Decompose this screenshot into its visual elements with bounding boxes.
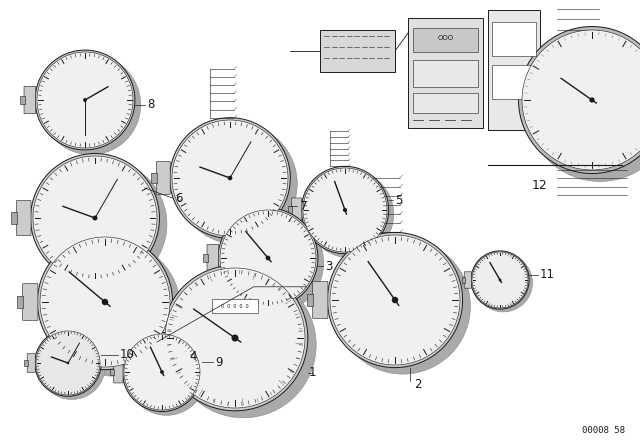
FancyBboxPatch shape	[292, 198, 302, 222]
Circle shape	[124, 334, 200, 410]
Circle shape	[266, 256, 270, 260]
Bar	[24, 360, 28, 366]
FancyBboxPatch shape	[320, 30, 395, 72]
Bar	[307, 294, 313, 306]
Circle shape	[301, 166, 388, 254]
FancyBboxPatch shape	[156, 162, 170, 194]
Ellipse shape	[518, 26, 640, 173]
Circle shape	[37, 52, 133, 148]
Text: 12: 12	[532, 179, 548, 192]
Bar	[140, 332, 147, 345]
Text: 4: 4	[189, 350, 197, 363]
Bar	[17, 296, 23, 308]
FancyBboxPatch shape	[488, 10, 540, 130]
Text: 00008 58: 00008 58	[582, 426, 625, 435]
Circle shape	[392, 297, 398, 303]
Circle shape	[122, 332, 202, 412]
Text: OOO: OOO	[437, 35, 454, 41]
Circle shape	[589, 97, 595, 103]
Circle shape	[474, 254, 532, 312]
Bar	[288, 206, 292, 214]
Circle shape	[172, 120, 288, 236]
FancyBboxPatch shape	[147, 318, 163, 358]
FancyBboxPatch shape	[22, 284, 38, 320]
Circle shape	[36, 331, 100, 395]
Circle shape	[40, 237, 170, 367]
Circle shape	[162, 265, 308, 411]
Circle shape	[160, 370, 164, 374]
Bar	[203, 254, 207, 263]
Circle shape	[165, 268, 305, 408]
Circle shape	[31, 154, 159, 283]
FancyBboxPatch shape	[413, 60, 478, 87]
Circle shape	[471, 251, 529, 309]
Bar	[20, 96, 24, 104]
Ellipse shape	[527, 34, 640, 181]
FancyBboxPatch shape	[413, 28, 478, 52]
Text: 0  0  0  0  0: 0 0 0 0 0	[221, 304, 249, 309]
Circle shape	[224, 213, 324, 313]
Circle shape	[220, 210, 316, 306]
Circle shape	[228, 176, 232, 180]
FancyBboxPatch shape	[114, 361, 123, 383]
FancyBboxPatch shape	[312, 282, 328, 319]
Circle shape	[472, 252, 528, 308]
Circle shape	[127, 336, 206, 415]
Bar	[151, 173, 157, 183]
Text: 9: 9	[215, 356, 223, 369]
Circle shape	[303, 168, 387, 252]
Circle shape	[328, 233, 463, 368]
Circle shape	[83, 98, 87, 102]
Circle shape	[67, 362, 69, 364]
Text: 3: 3	[326, 259, 333, 272]
Circle shape	[33, 156, 157, 280]
Circle shape	[102, 299, 108, 305]
Text: 5: 5	[396, 194, 403, 207]
Circle shape	[330, 235, 460, 365]
Circle shape	[35, 330, 101, 396]
FancyBboxPatch shape	[464, 272, 472, 288]
Circle shape	[335, 239, 470, 374]
Text: 6: 6	[175, 191, 183, 204]
Circle shape	[232, 335, 239, 341]
Circle shape	[170, 118, 291, 238]
Text: 10: 10	[119, 349, 134, 362]
Circle shape	[93, 215, 97, 220]
Circle shape	[41, 55, 141, 155]
FancyBboxPatch shape	[212, 300, 258, 314]
Circle shape	[37, 234, 173, 370]
FancyBboxPatch shape	[27, 354, 35, 372]
Circle shape	[499, 279, 501, 281]
Text: 2: 2	[415, 378, 422, 391]
Circle shape	[343, 208, 347, 212]
Circle shape	[38, 160, 167, 289]
FancyBboxPatch shape	[17, 200, 31, 236]
Circle shape	[171, 272, 316, 418]
FancyBboxPatch shape	[492, 22, 536, 56]
Text: 7: 7	[300, 199, 307, 212]
FancyBboxPatch shape	[492, 65, 536, 99]
FancyBboxPatch shape	[413, 93, 478, 113]
Text: 1: 1	[308, 366, 316, 379]
Circle shape	[45, 241, 180, 376]
Ellipse shape	[522, 30, 640, 170]
Text: 11: 11	[540, 268, 554, 281]
Circle shape	[35, 50, 135, 150]
Bar	[110, 369, 114, 375]
Circle shape	[307, 171, 394, 258]
Bar	[462, 277, 465, 283]
Circle shape	[218, 208, 318, 308]
FancyBboxPatch shape	[24, 86, 36, 114]
Text: 8: 8	[147, 99, 155, 112]
Circle shape	[177, 124, 298, 244]
FancyBboxPatch shape	[408, 18, 483, 128]
Bar	[11, 212, 17, 224]
Circle shape	[38, 333, 105, 400]
FancyBboxPatch shape	[207, 244, 219, 271]
